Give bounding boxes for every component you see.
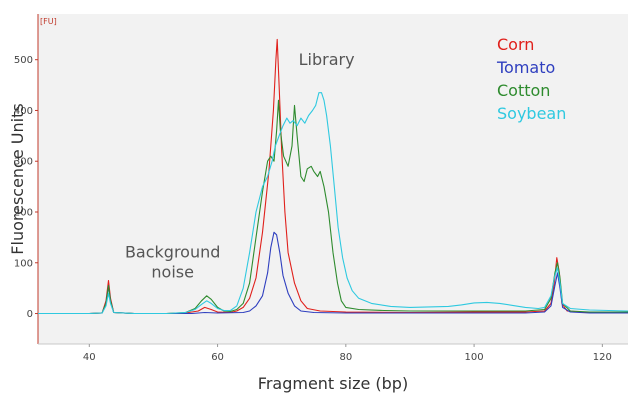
y-tick-label: 500 — [14, 55, 33, 66]
background-noise-annotation-line-1: Background — [125, 243, 220, 262]
legend: Corn Tomato Cotton Soybean — [496, 35, 566, 123]
y-tick-label: 200 — [14, 208, 33, 219]
x-axis-title: Fragment size (bp) — [258, 374, 408, 393]
x-ticks: 40 60 80 100 120 — [83, 344, 612, 363]
series-line-cotton — [38, 99, 628, 315]
series-lines — [38, 38, 628, 315]
y-tick-label: 400 — [14, 106, 33, 117]
legend-entry-corn: Corn — [497, 35, 534, 54]
legend-entry-soybean: Soybean — [497, 104, 566, 123]
y-axis-title: Fluorescence Units — [8, 103, 27, 254]
x-tick-label: 120 — [593, 352, 612, 363]
x-tick-label: 40 — [83, 352, 96, 363]
series-line-soybean — [38, 92, 628, 315]
legend-entry-cotton: Cotton — [497, 81, 550, 100]
x-tick-label: 80 — [339, 352, 352, 363]
y-unit-label: [FU] — [40, 17, 57, 26]
background-noise-annotation-line-2: noise — [151, 263, 194, 282]
y-tick-label: 100 — [14, 258, 33, 269]
plot-background — [38, 14, 628, 344]
y-tick-label: 0 — [27, 309, 33, 320]
x-tick-label: 60 — [211, 352, 224, 363]
y-ticks: 0 100 200 300 400 500 — [14, 55, 38, 320]
x-tick-label: 100 — [465, 352, 484, 363]
y-tick-label: 300 — [14, 157, 33, 168]
library-annotation-line-1: Library — [299, 50, 355, 69]
legend-entry-tomato: Tomato — [496, 58, 555, 77]
